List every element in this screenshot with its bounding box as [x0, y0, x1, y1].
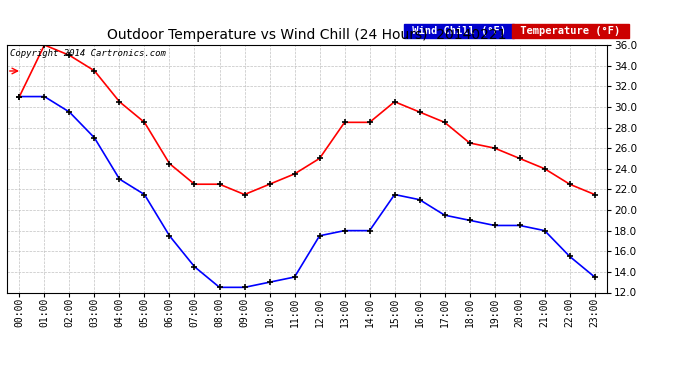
Text: Copyright 2014 Cartronics.com: Copyright 2014 Cartronics.com [10, 49, 166, 58]
Text: Wind Chill (°F): Wind Chill (°F) [406, 26, 513, 36]
Title: Outdoor Temperature vs Wind Chill (24 Hours)  20140221: Outdoor Temperature vs Wind Chill (24 Ho… [108, 28, 506, 42]
Text: Temperature (°F): Temperature (°F) [514, 26, 627, 36]
